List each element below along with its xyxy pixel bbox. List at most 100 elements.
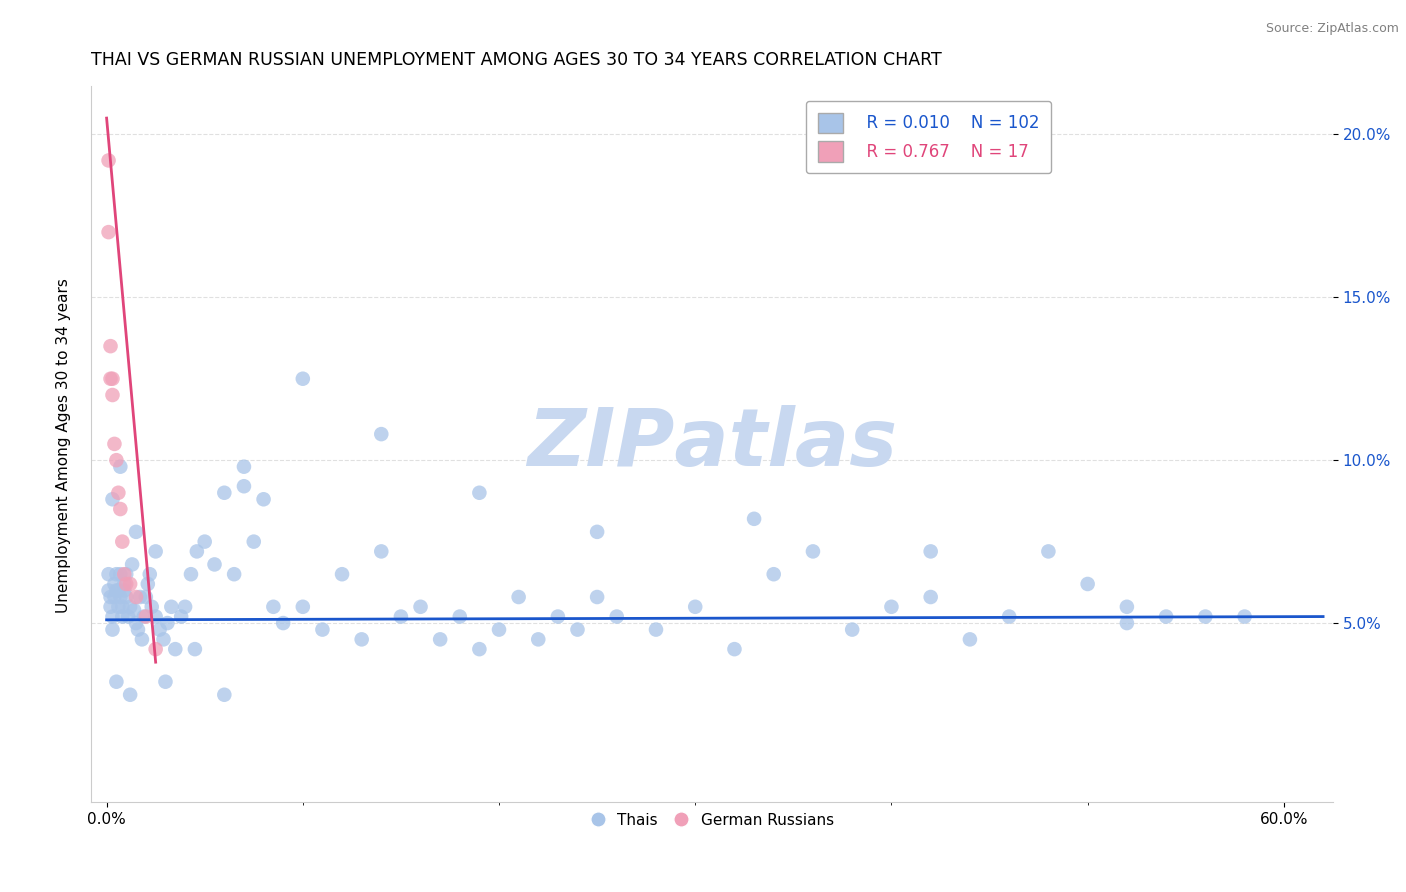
- Text: Source: ZipAtlas.com: Source: ZipAtlas.com: [1265, 22, 1399, 36]
- Point: [100, 599, 122, 614]
- Point: [527, 632, 550, 647]
- Point: [723, 642, 745, 657]
- Point: [252, 492, 274, 507]
- Point: [145, 544, 167, 558]
- Point: [121, 558, 143, 572]
- Point: [180, 567, 202, 582]
- Point: [101, 609, 124, 624]
- Point: [1154, 609, 1177, 624]
- Point: [136, 577, 159, 591]
- Point: [160, 599, 183, 614]
- Point: [117, 609, 139, 624]
- Point: [112, 583, 135, 598]
- Point: [97, 153, 120, 168]
- Point: [120, 599, 142, 614]
- Point: [330, 567, 353, 582]
- Point: [132, 609, 155, 624]
- Point: [547, 609, 569, 624]
- Point: [105, 674, 128, 689]
- Text: THAI VS GERMAN RUSSIAN UNEMPLOYMENT AMONG AGES 30 TO 34 YEARS CORRELATION CHART: THAI VS GERMAN RUSSIAN UNEMPLOYMENT AMON…: [91, 51, 942, 69]
- Point: [152, 632, 174, 647]
- Point: [214, 485, 236, 500]
- Text: ZIP​atlas: ZIP​atlas: [527, 405, 897, 483]
- Point: [742, 512, 765, 526]
- Point: [101, 372, 124, 386]
- Point: [194, 534, 217, 549]
- Point: [389, 609, 412, 624]
- Point: [101, 492, 124, 507]
- Point: [110, 459, 132, 474]
- Point: [350, 632, 373, 647]
- Point: [1115, 599, 1137, 614]
- Point: [155, 674, 177, 689]
- Point: [233, 479, 256, 493]
- Point: [468, 485, 491, 500]
- Point: [107, 485, 129, 500]
- Point: [111, 599, 134, 614]
- Point: [135, 590, 157, 604]
- Point: [242, 534, 264, 549]
- Point: [311, 623, 333, 637]
- Point: [105, 453, 128, 467]
- Point: [801, 544, 824, 558]
- Point: [100, 590, 122, 604]
- Point: [97, 583, 120, 598]
- Point: [97, 567, 120, 582]
- Point: [1233, 609, 1256, 624]
- Point: [156, 616, 179, 631]
- Point: [135, 609, 157, 624]
- Point: [291, 372, 314, 386]
- Point: [184, 642, 207, 657]
- Point: [762, 567, 785, 582]
- Point: [468, 642, 491, 657]
- Point: [488, 623, 510, 637]
- Point: [101, 623, 124, 637]
- Point: [214, 688, 236, 702]
- Point: [645, 623, 668, 637]
- Point: [141, 599, 163, 614]
- Point: [120, 688, 142, 702]
- Point: [97, 225, 120, 239]
- Point: [111, 609, 134, 624]
- Point: [1115, 616, 1137, 631]
- Point: [1038, 544, 1060, 558]
- Point: [145, 642, 167, 657]
- Point: [110, 567, 132, 582]
- Point: [586, 590, 609, 604]
- Point: [139, 567, 162, 582]
- Point: [262, 599, 284, 614]
- Point: [115, 577, 138, 591]
- Point: [920, 544, 942, 558]
- Legend: Thais, German Russians: Thais, German Russians: [583, 806, 839, 834]
- Point: [107, 599, 129, 614]
- Point: [103, 437, 125, 451]
- Point: [110, 502, 132, 516]
- Point: [959, 632, 981, 647]
- Point: [1194, 609, 1216, 624]
- Point: [186, 544, 208, 558]
- Point: [429, 632, 451, 647]
- Point: [880, 599, 903, 614]
- Point: [170, 609, 193, 624]
- Point: [204, 558, 226, 572]
- Point: [112, 567, 135, 582]
- Point: [165, 642, 187, 657]
- Point: [105, 567, 128, 582]
- Point: [115, 567, 138, 582]
- Point: [606, 609, 628, 624]
- Point: [567, 623, 589, 637]
- Point: [122, 603, 145, 617]
- Point: [131, 632, 153, 647]
- Point: [127, 623, 149, 637]
- Point: [107, 583, 129, 598]
- Point: [125, 590, 148, 604]
- Point: [103, 577, 125, 591]
- Point: [111, 534, 134, 549]
- Point: [449, 609, 471, 624]
- Point: [148, 623, 170, 637]
- Point: [224, 567, 246, 582]
- Point: [586, 524, 609, 539]
- Point: [115, 590, 138, 604]
- Point: [100, 372, 122, 386]
- Point: [112, 577, 135, 591]
